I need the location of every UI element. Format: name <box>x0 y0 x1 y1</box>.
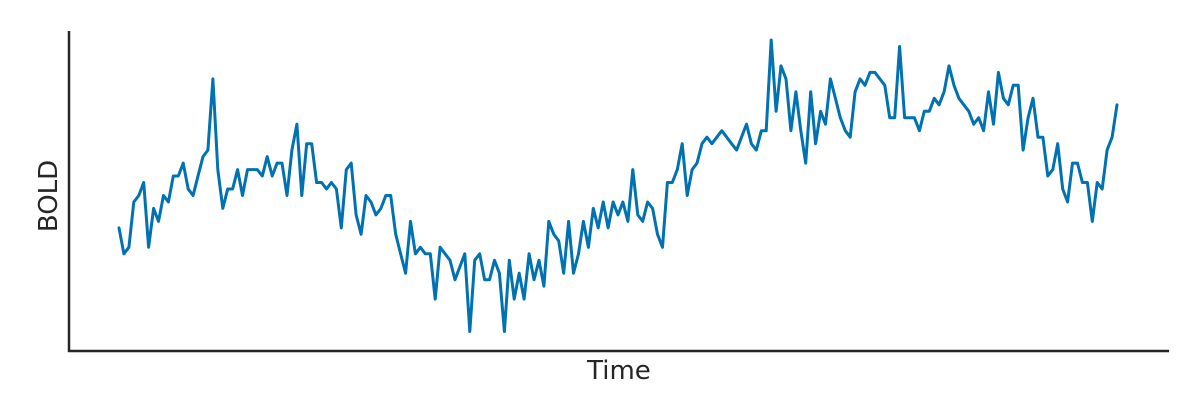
y-axis-label: BOLD <box>34 160 64 232</box>
x-axis-label: Time <box>586 356 651 386</box>
plot-area <box>117 38 1119 333</box>
series-line-1 <box>117 38 1119 333</box>
